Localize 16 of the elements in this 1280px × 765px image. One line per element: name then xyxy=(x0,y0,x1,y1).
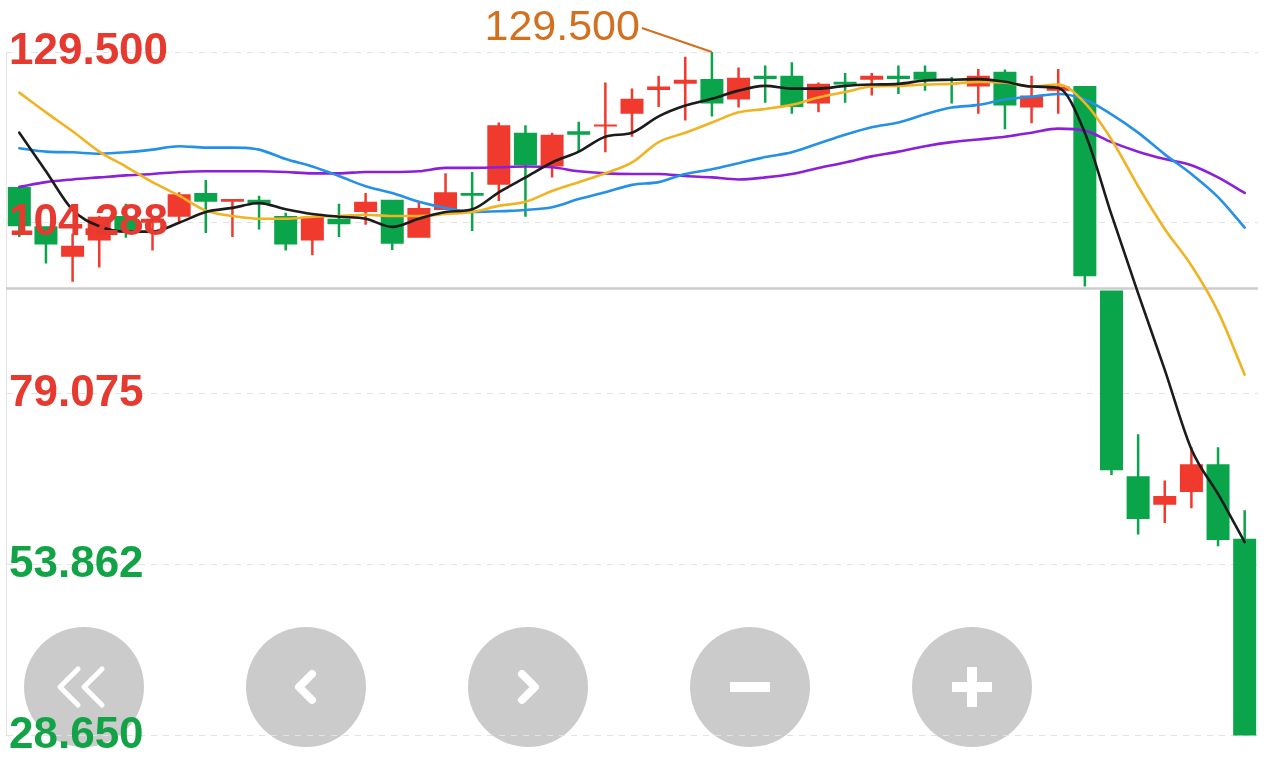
candlestick xyxy=(220,199,244,238)
line-series xyxy=(18,127,1246,195)
candlestick xyxy=(1126,434,1150,535)
candlestick xyxy=(673,56,697,121)
candlestick xyxy=(1099,290,1123,475)
candlestick xyxy=(513,125,537,217)
candlestick xyxy=(593,82,617,153)
y-tick-label: 53.862 xyxy=(9,536,144,586)
candlestick xyxy=(1233,510,1257,736)
y-tick-label: 28.650 xyxy=(9,707,144,757)
y-tick-label: 129.500 xyxy=(9,24,169,74)
text: 129.500 xyxy=(484,0,640,49)
candlestick xyxy=(647,75,671,107)
candlestick xyxy=(567,121,591,152)
candlestick xyxy=(61,233,85,282)
y-tick-label: 79.075 xyxy=(9,365,144,415)
